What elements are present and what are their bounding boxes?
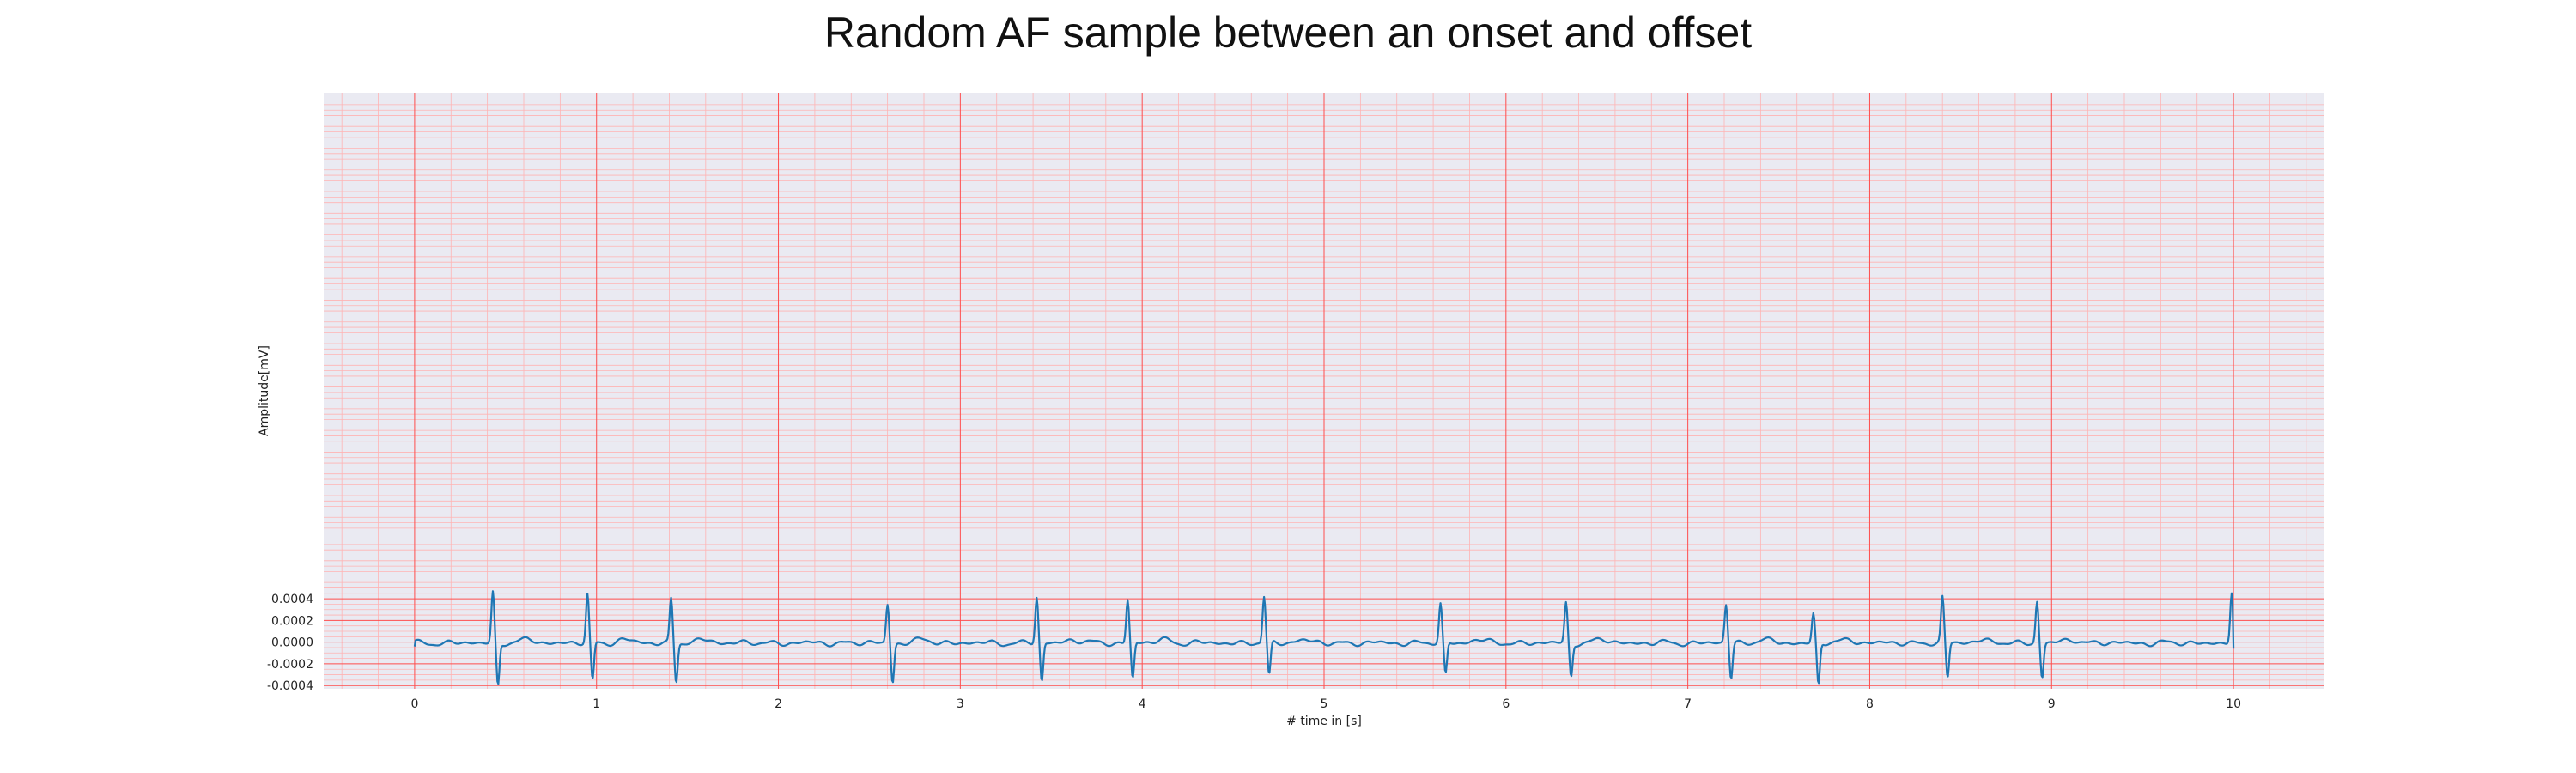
y-tick-label: 0.0004 — [271, 593, 313, 606]
y-tick-label: -0.0004 — [267, 679, 313, 693]
x-tick-label: 6 — [1502, 697, 1510, 711]
x-tick-label: 7 — [1684, 697, 1692, 711]
series-layer — [413, 590, 2235, 685]
x-tick-label: 8 — [1866, 697, 1874, 711]
y-tick-label: 0.0002 — [271, 614, 313, 628]
x-tick-label: 4 — [1139, 697, 1146, 711]
x-tick-label: 2 — [775, 697, 782, 711]
x-tick-label: 1 — [592, 697, 600, 711]
ecg-signal-line — [413, 590, 2235, 685]
x-tick-label: 3 — [957, 697, 964, 711]
y-tick-label: 0.0000 — [271, 636, 313, 650]
y-axis-label: Amplitude[mV] — [258, 345, 271, 436]
x-axis-label: # time in [s] — [1286, 715, 1362, 728]
chart-title: Random AF sample between an onset and of… — [823, 9, 1753, 57]
tick-labels: 0 1 2 3 4 5 6 7 8 9 10 -0.0004 -0.0002 0.0000 0.0002 0.… — [267, 593, 2241, 711]
x-tick-label: 10 — [2226, 697, 2241, 711]
y-tick-label: -0.0002 — [267, 658, 313, 672]
x-tick-label: 9 — [2048, 697, 2056, 711]
major-grid — [324, 93, 2324, 689]
x-tick-label: 0 — [410, 697, 418, 711]
x-tick-label: 5 — [1321, 697, 1328, 711]
